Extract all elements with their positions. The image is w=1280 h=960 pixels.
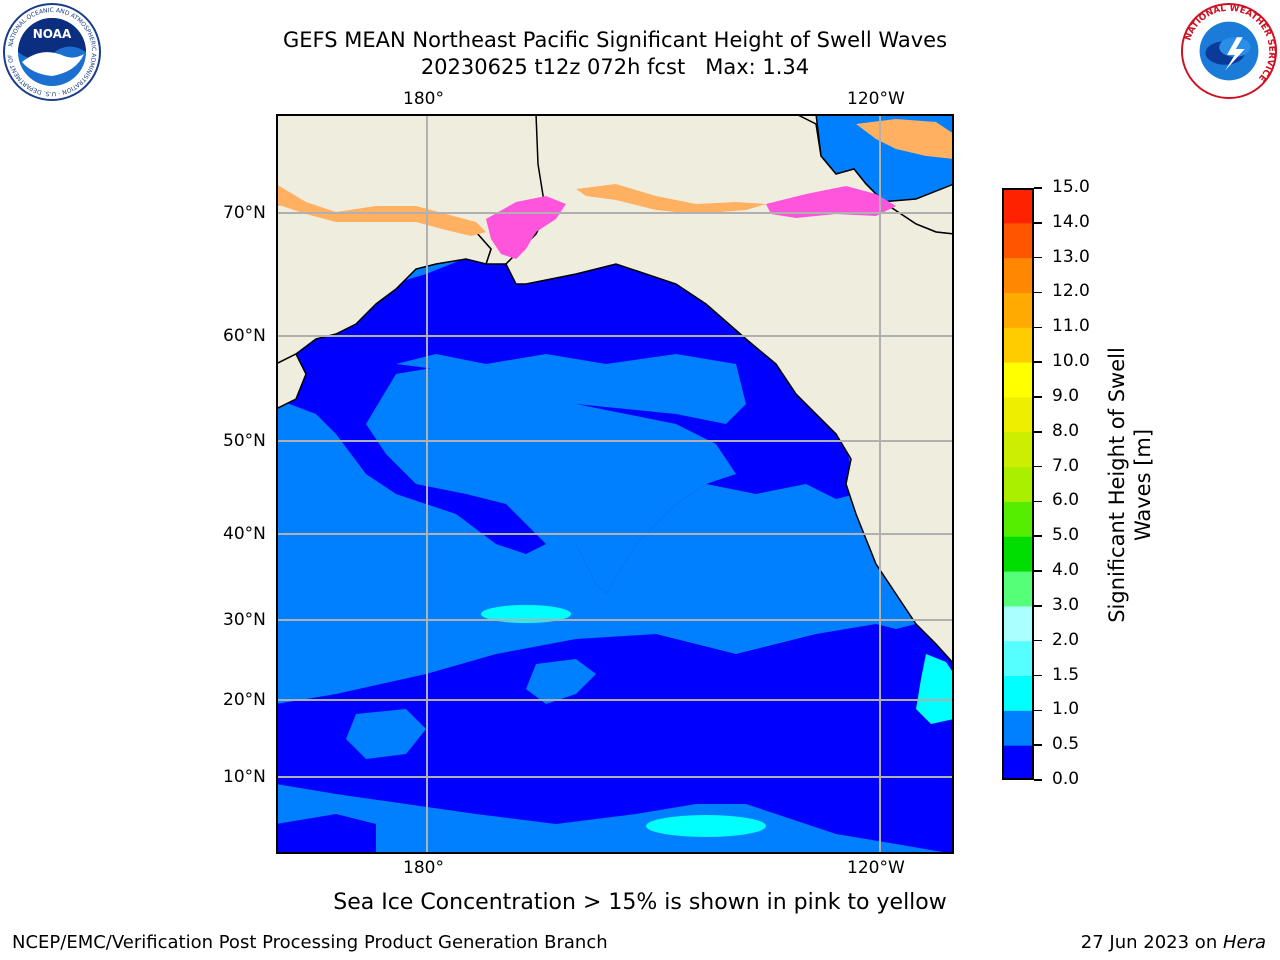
colorbar-tick-mark xyxy=(1034,396,1042,398)
sea-ice-beaufort xyxy=(766,186,896,218)
mid-blue-west-gulf xyxy=(276,414,416,544)
colorbar-tick-mark xyxy=(1034,256,1042,259)
colorbar-segment xyxy=(1002,257,1034,293)
colorbar-tick-mark xyxy=(1034,187,1042,189)
colorbar-tick-label: 1.5 xyxy=(1052,664,1080,685)
cyan-swell-mexico xyxy=(916,654,954,724)
sea-ice-chukchi xyxy=(486,196,566,259)
colorbar-tick-mark xyxy=(1034,361,1042,363)
map-panel xyxy=(276,114,954,854)
colorbar-tick-label: 10.0 xyxy=(1052,351,1090,372)
colorbar-tick-mark xyxy=(1034,431,1042,433)
colorbar-tick-label: 0.5 xyxy=(1052,734,1080,755)
colorbar-segment xyxy=(1002,188,1034,224)
colorbar-tick-mark xyxy=(1034,674,1042,677)
colorbar-tick-label: 1.0 xyxy=(1052,699,1080,720)
lat-label-30n: 30°N xyxy=(223,610,266,630)
map-border xyxy=(276,114,954,854)
colorbar-tick-mark xyxy=(1034,570,1042,572)
lat-label-40n: 40°N xyxy=(223,524,266,544)
sea-ice-caption: Sea Ice Concentration > 15% is shown in … xyxy=(333,890,947,915)
bottom-lon-label-120w: 120°W xyxy=(847,858,905,878)
deep-blue-equatorial-patch xyxy=(276,814,376,854)
cyan-swell-central xyxy=(481,605,571,623)
colorbar-tick-mark xyxy=(1034,744,1042,746)
colorbar-tick-mark xyxy=(1034,605,1042,607)
colorbar-tick-label: 7.0 xyxy=(1052,455,1080,476)
sea-ice-north-central xyxy=(576,184,766,214)
colorbar-tick-mark xyxy=(1034,535,1042,537)
graticule xyxy=(276,114,954,854)
colorbar-label-line1: Significant Height of Swell xyxy=(1105,347,1129,623)
noaa-logo: NATIONAL OCEANIC AND ATMOSPHERIC ADMINIS… xyxy=(2,2,101,101)
lat-label-70n: 70°N xyxy=(223,203,266,223)
colorbar-segment xyxy=(1002,710,1034,746)
lat-label-20n: 20°N xyxy=(223,690,266,710)
nws-logo: NATIONAL WEATHER SERVICE xyxy=(1180,2,1278,100)
colorbar-tick-label: 9.0 xyxy=(1052,385,1080,406)
colorbar-tick-mark xyxy=(1034,709,1042,712)
footer-branch: NCEP/EMC/Verification Post Processing Pr… xyxy=(12,932,608,953)
deep-blue-diagonal-tongue xyxy=(696,624,954,804)
land-kamchatka xyxy=(276,352,307,410)
colorbar-tick-label: 2.0 xyxy=(1052,629,1080,650)
colorbar-tick-label: 4.0 xyxy=(1052,560,1080,581)
top-lon-label-120w: 120°W xyxy=(847,89,905,109)
map-title: GEFS MEAN Northeast Pacific Significant … xyxy=(282,28,948,52)
cyan-swell-south xyxy=(646,815,766,837)
top-lon-label-180: 180° xyxy=(403,89,444,109)
colorbar-tick-label: 6.0 xyxy=(1052,490,1080,511)
colorbar-tick-mark xyxy=(1034,291,1042,294)
colorbar-label-line2: Waves [m] xyxy=(1131,428,1155,542)
footer-date-text: 27 Jun 2023 on xyxy=(1080,932,1223,953)
land-alaska-canada xyxy=(505,114,954,666)
colorbar-border xyxy=(1002,188,1034,780)
colorbar-segment xyxy=(1002,431,1034,468)
colorbar-segment xyxy=(1002,745,1034,780)
lat-label-60n: 60°N xyxy=(223,326,266,346)
colorbar-tick-label: 14.0 xyxy=(1052,211,1090,232)
mid-blue-hawaii-area xyxy=(346,709,426,759)
colorbar-tick-label: 0.0 xyxy=(1052,769,1080,789)
colorbar-segment xyxy=(1002,571,1034,607)
colorbar-tick-label: 8.0 xyxy=(1052,420,1080,441)
map-subtitle: 20230625 t12z 072h fcst Max: 1.34 xyxy=(420,55,810,79)
colorbar-tick-mark xyxy=(1034,779,1042,781)
colorbar-segment xyxy=(1002,466,1034,502)
sea-ice-arctic-west xyxy=(276,184,486,236)
colorbar-tick-mark xyxy=(1034,326,1042,329)
colorbar-segment xyxy=(1002,640,1034,677)
colorbar-tick-label: 11.0 xyxy=(1052,316,1090,337)
colorbar-segment xyxy=(1002,396,1034,433)
colorbar-segment xyxy=(1002,362,1034,398)
colorbar-segment xyxy=(1002,675,1034,711)
colorbar-tick-label: 12.0 xyxy=(1052,281,1090,302)
colorbar-tick-mark xyxy=(1034,222,1042,224)
colorbar-segment xyxy=(1002,501,1034,537)
footer-date: 27 Jun 2023 on Hera xyxy=(1081,932,1266,953)
bottom-lon-label-180: 180° xyxy=(403,858,444,878)
mid-blue-nepac-patch xyxy=(366,364,736,594)
colorbar-segment xyxy=(1002,536,1034,572)
deep-blue-south-band xyxy=(276,624,954,854)
mid-blue-gulf-alaska xyxy=(396,354,746,424)
colorbar-segment xyxy=(1002,222,1034,259)
colorbar-tick-label: 5.0 xyxy=(1052,525,1080,546)
lat-label-50n: 50°N xyxy=(223,431,266,451)
noaa-logo-text: NOAA xyxy=(33,27,72,41)
mid-blue-south-island xyxy=(526,659,596,704)
colorbar-segment xyxy=(1002,292,1034,328)
colorbar-tick-mark xyxy=(1034,500,1042,503)
colorbar-tick-mark xyxy=(1034,639,1042,642)
colorbar-tick-label: 13.0 xyxy=(1052,246,1090,267)
colorbar-segment xyxy=(1002,605,1034,642)
map-svg xyxy=(276,114,954,854)
colorbar-tick-label: 3.0 xyxy=(1052,594,1080,615)
colorbar-segment xyxy=(1002,327,1034,363)
footer-machine: Hera xyxy=(1222,932,1266,953)
colorbar-tick-mark xyxy=(1034,465,1042,468)
lat-label-10n: 10°N xyxy=(223,767,266,787)
colorbar-tick-label: 15.0 xyxy=(1052,177,1090,197)
colorbar xyxy=(1002,188,1034,780)
